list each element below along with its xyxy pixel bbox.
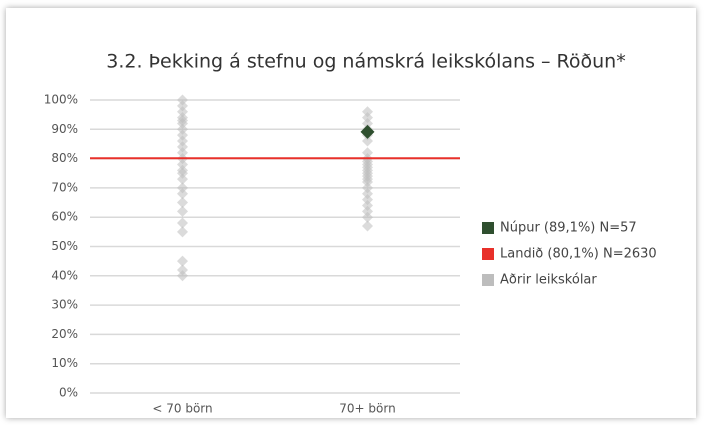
point	[177, 123, 188, 135]
point	[362, 176, 373, 188]
point	[177, 129, 188, 141]
y-tick-label: 70%	[51, 180, 78, 194]
point	[177, 106, 188, 118]
y-tick-label: 90%	[51, 122, 78, 136]
y-tick-label: 50%	[51, 239, 78, 253]
chart-title: 3.2. Þekking á stefnu og námskrá leikskó…	[106, 51, 625, 73]
point	[177, 255, 188, 267]
point	[177, 182, 188, 194]
legend-label: Aðrir leikskólar	[500, 273, 597, 288]
point	[177, 173, 188, 185]
point	[362, 211, 373, 223]
y-tick-label: 80%	[51, 151, 78, 165]
point	[362, 117, 373, 129]
point	[177, 141, 188, 153]
point	[177, 188, 188, 200]
legend-label: Landið (80,1%) N=2630	[500, 247, 657, 262]
point	[177, 147, 188, 159]
chart: 3.2. Þekking á stefnu og námskrá leikskó…	[44, 51, 657, 416]
point	[362, 205, 373, 217]
legend-swatch	[482, 274, 494, 286]
point	[362, 194, 373, 206]
point	[177, 100, 188, 112]
legend-swatch	[482, 248, 494, 260]
card: 3.2. Þekking á stefnu og námskrá leikskó…	[6, 8, 696, 418]
point	[177, 158, 188, 170]
point	[362, 147, 373, 159]
x-tick-label: 70+ börn	[339, 402, 395, 416]
y-tick-label: 40%	[51, 268, 78, 282]
point	[177, 117, 188, 129]
y-tick-label: 30%	[51, 298, 78, 312]
y-tick-label: 10%	[51, 356, 78, 370]
point	[362, 106, 373, 118]
point	[177, 264, 188, 276]
y-tick-label: 20%	[51, 327, 78, 341]
y-tick-label: 0%	[59, 386, 78, 400]
y-tick-label: 60%	[51, 210, 78, 224]
point	[177, 197, 188, 209]
y-tick-label: 100%	[44, 93, 78, 107]
legend-label: Núpur (89,1%) N=57	[500, 221, 637, 236]
point	[177, 226, 188, 238]
point	[362, 220, 373, 232]
point	[362, 188, 373, 200]
point	[177, 135, 188, 147]
point	[362, 135, 373, 147]
x-tick-label: < 70 börn	[152, 402, 212, 416]
point	[177, 205, 188, 217]
point	[177, 167, 188, 179]
point	[362, 182, 373, 194]
point	[177, 217, 188, 229]
point	[360, 124, 375, 139]
point	[177, 270, 188, 282]
point	[362, 199, 373, 211]
legend-swatch	[482, 222, 494, 234]
point	[177, 94, 188, 106]
point	[362, 112, 373, 124]
